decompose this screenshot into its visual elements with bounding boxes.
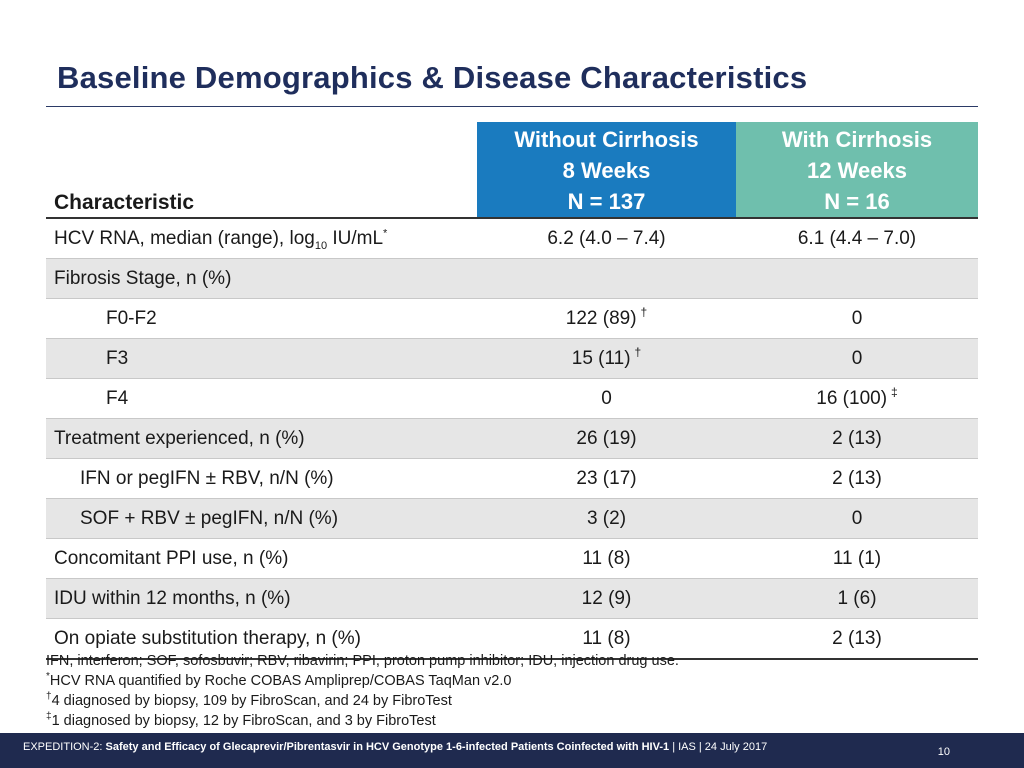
table-row-ppi-use: Concomitant PPI use, n (%) 11 (8) 11 (1) [46,538,978,579]
row-label: F3 [46,338,477,379]
value-text: 122 (89) [565,307,637,329]
footnote-text: HCV RNA quantified by Roche COBAS Amplip… [49,673,512,689]
table-row-opiate-therapy: On opiate substitution therapy, n (%) 11… [46,618,978,660]
value-without-cirrhosis [477,258,736,299]
row-label: Treatment experienced, n (%) [46,418,477,459]
value-with-cirrhosis: 2 (13) [736,458,978,499]
group1-name: Without Cirrhosis [514,127,699,152]
page-number: 10 [937,746,950,758]
footnote-star: *HCV RNA quantified by Roche COBAS Ampli… [46,671,986,691]
footer-study-title: Safety and Efficacy of Glecaprevir/Pibre… [105,741,670,753]
title-divider [46,106,978,107]
value-with-cirrhosis: 6.1 (4.4 – 7.0) [736,218,978,259]
label-text: HCV RNA, median (range), log [54,227,315,249]
value-without-cirrhosis: 12 (9) [477,578,736,619]
row-label: HCV RNA, median (range), log10 IU/mL* [46,218,477,259]
value-text: 16 (100) [816,387,888,409]
footnote-text: 4 diagnosed by biopsy, 109 by FibroScan,… [51,693,452,709]
value-without-cirrhosis: 3 (2) [477,498,736,539]
table-row-idu: IDU within 12 months, n (%) 12 (9) 1 (6) [46,578,978,619]
value-with-cirrhosis: 0 [736,338,978,379]
footer-conference: | IAS | 24 July 2017 [669,741,768,753]
value-with-cirrhosis: 2 (13) [736,618,978,660]
value-with-cirrhosis: 1 (6) [736,578,978,619]
footnote-marker: † [634,345,642,360]
value-with-cirrhosis: 2 (13) [736,418,978,459]
group2-n: N = 16 [824,189,890,214]
footnotes: IFN, interferon; SOF, sofosbuvir; RBV, r… [46,651,986,731]
footer-study-name: EXPEDITION-2: [23,741,106,753]
footer-bar: EXPEDITION-2: Safety and Efficacy of Gle… [0,733,1024,768]
without-cirrhosis-header: Without Cirrhosis 8 Weeks N = 137 [477,122,736,219]
footnote-symbol: † [46,691,52,703]
group2-name: With Cirrhosis [781,127,933,152]
value-without-cirrhosis: 26 (19) [477,418,736,459]
demographics-table: Characteristic Without Cirrhosis 8 Weeks… [46,122,978,660]
value-with-cirrhosis: 0 [736,498,978,539]
value-without-cirrhosis: 0 [477,378,736,419]
table-row-fibrosis-stage: Fibrosis Stage, n (%) [46,258,978,299]
value-with-cirrhosis: 16 (100) ‡ [736,378,978,419]
label-subscript: 10 [314,239,328,252]
table-row-sof-rbv: SOF + RBV ± pegIFN, n/N (%) 3 (2) 0 [46,498,978,539]
value-without-cirrhosis: 23 (17) [477,458,736,499]
value-without-cirrhosis: 11 (8) [477,538,736,579]
row-label: IFN or pegIFN ± RBV, n/N (%) [46,458,477,499]
value-text: 15 (11) [571,347,631,369]
row-label: Fibrosis Stage, n (%) [46,258,477,299]
value-with-cirrhosis [736,258,978,299]
row-label: Concomitant PPI use, n (%) [46,538,477,579]
footnote-double-dagger: ‡1 diagnosed by biopsy, 12 by FibroScan,… [46,711,986,731]
table-row-f4: F4 0 16 (100) ‡ [46,378,978,419]
footnote-text: 1 diagnosed by biopsy, 12 by FibroScan, … [51,713,436,729]
group1-duration: 8 Weeks [562,158,651,183]
with-cirrhosis-header: With Cirrhosis 12 Weeks N = 16 [736,122,978,219]
row-label: On opiate substitution therapy, n (%) [46,618,477,660]
slide-title: Baseline Demographics & Disease Characte… [57,60,808,95]
footnote-abbreviations: IFN, interferon; SOF, sofosbuvir; RBV, r… [46,653,679,669]
footer-citation: EXPEDITION-2: Safety and Efficacy of Gle… [23,741,767,753]
value-without-cirrhosis: 122 (89) † [477,298,736,339]
table-row-f3: F3 15 (11) † 0 [46,338,978,379]
row-label: SOF + RBV ± pegIFN, n/N (%) [46,498,477,539]
table-row-f0-f2: F0-F2 122 (89) † 0 [46,298,978,339]
footnote-dagger: †4 diagnosed by biopsy, 109 by FibroScan… [46,691,986,711]
table-row-ifn-pegifn: IFN or pegIFN ± RBV, n/N (%) 23 (17) 2 (… [46,458,978,499]
row-label: IDU within 12 months, n (%) [46,578,477,619]
row-label: F4 [46,378,477,419]
value-with-cirrhosis: 11 (1) [736,538,978,579]
value-without-cirrhosis: 11 (8) [477,618,736,660]
footnote-symbol: ‡ [46,711,52,723]
label-text-after: IU/mL [327,227,384,249]
value-without-cirrhosis: 6.2 (4.0 – 7.4) [477,218,736,259]
footnote-marker: † [640,305,648,320]
footnote-marker: * [383,227,388,240]
characteristic-header: Characteristic [46,122,477,219]
row-label: F0-F2 [46,298,477,339]
table-row-treatment-experienced: Treatment experienced, n (%) 26 (19) 2 (… [46,418,978,459]
group2-duration: 12 Weeks [807,158,907,183]
value-without-cirrhosis: 15 (11) † [477,338,736,379]
group1-n: N = 137 [567,189,646,214]
footnote-marker: ‡ [891,385,898,400]
table-header-row: Characteristic Without Cirrhosis 8 Weeks… [46,122,978,219]
table-row-hcv-rna: HCV RNA, median (range), log10 IU/mL* 6.… [46,218,978,259]
value-with-cirrhosis: 0 [736,298,978,339]
footnote-symbol: * [46,671,50,683]
